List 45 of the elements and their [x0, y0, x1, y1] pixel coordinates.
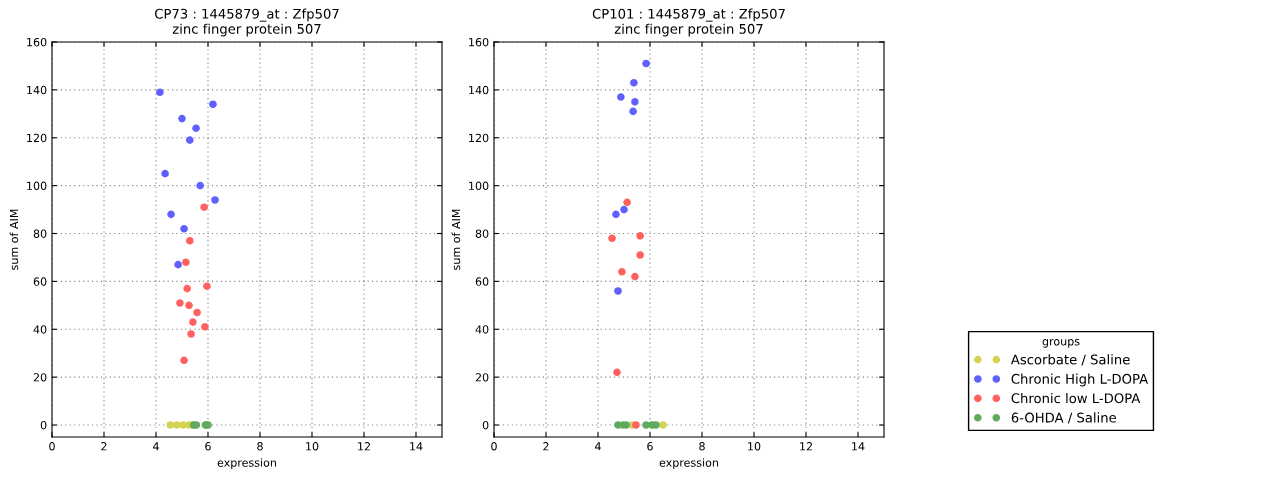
y-tick-label: 100 [469, 181, 489, 191]
x-tick-label: 10 [748, 442, 761, 451]
y-tick-label: 120 [27, 133, 47, 143]
y-tick-label: 20 [33, 373, 47, 382]
y-tick-label: 40 [33, 325, 47, 334]
chart-title: CP73 : 1445879_at : Zfp507 zinc finger protein 507 [155, 8, 339, 37]
x-tick-label: 14 [410, 442, 423, 451]
x-tick-label: 12 [800, 442, 812, 451]
y-tick-label: 0 [482, 421, 489, 430]
x-tick-label: 8 [699, 442, 705, 451]
x-tick-label: 10 [306, 442, 319, 451]
x-tick-label: 12 [358, 442, 370, 451]
y-tick-label: 160 [27, 37, 47, 47]
y-tick-label: 40 [475, 325, 489, 334]
x-tick-label: 6 [647, 442, 653, 451]
y-tick-label: 80 [33, 229, 47, 238]
y-tick-label: 120 [469, 133, 489, 143]
y-tick-label: 80 [475, 229, 489, 238]
y-tick-label: 0 [40, 421, 47, 430]
x-tick-label: 4 [595, 442, 601, 451]
y-tick-label: 140 [469, 85, 489, 95]
legend-label: Chronic low L-DOPA [1011, 392, 1141, 404]
x-tick-label: 6 [205, 442, 211, 451]
y-tick-label: 100 [27, 181, 47, 191]
y-tick-label: 160 [469, 37, 489, 47]
y-tick-label: 140 [27, 85, 47, 95]
y-axis-title: sum of AIM [9, 209, 19, 270]
legend-label: Chronic High L-DOPA [1011, 373, 1149, 387]
x-tick-label: 4 [153, 442, 159, 451]
chart-title: CP101 : 1445879_at : Zfp507 zinc finger protein 507 [592, 8, 785, 37]
y-tick-label: 20 [475, 373, 489, 382]
y-tick-label: 60 [33, 277, 47, 286]
x-axis-title: expression [217, 458, 277, 469]
legend-label: Ascorbate / Saline [1010, 354, 1130, 366]
x-axis-title: expression [659, 458, 719, 469]
x-tick-label: 2 [543, 442, 549, 451]
legend-title: groups [1042, 339, 1080, 348]
x-tick-label: 8 [257, 442, 263, 451]
y-axis-title: sum of AIM [451, 209, 461, 270]
legend-label: 6-OHDA / Saline [1011, 412, 1116, 424]
x-tick-label: 14 [852, 442, 865, 451]
x-tick-label: 0 [491, 442, 497, 451]
y-tick-label: 60 [475, 277, 489, 286]
x-tick-label: 0 [49, 442, 55, 451]
x-tick-label: 2 [101, 442, 107, 451]
